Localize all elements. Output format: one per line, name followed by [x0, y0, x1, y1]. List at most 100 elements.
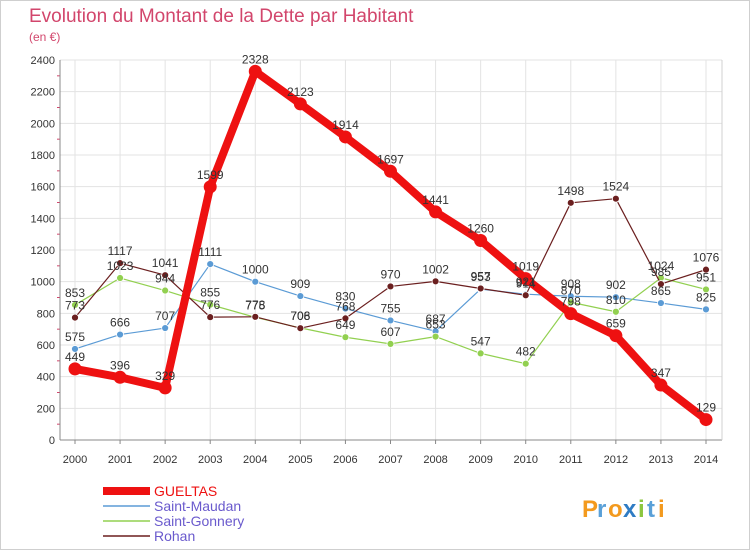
data-label: 1441: [422, 193, 449, 207]
x-tick-label: 2006: [333, 454, 357, 466]
legend-label-rohan: Rohan: [154, 528, 195, 544]
data-point: [296, 324, 305, 333]
data-label: 798: [561, 295, 581, 309]
data-point: [476, 284, 485, 293]
data-label: 547: [471, 334, 491, 348]
data-label: 825: [696, 290, 716, 304]
data-label: 921: [516, 275, 536, 289]
data-point: [296, 292, 305, 300]
data-point: [206, 300, 215, 309]
y-tick-label: 800: [37, 308, 55, 320]
data-label: 773: [65, 299, 85, 313]
data-point: [611, 293, 620, 302]
data-label: 329: [155, 369, 175, 383]
data-label: 985: [651, 265, 671, 279]
data-point: [158, 381, 172, 395]
data-label: 755: [380, 301, 400, 315]
data-label: 2123: [287, 85, 314, 99]
data-label: 914: [516, 276, 536, 290]
data-label: 1524: [603, 180, 630, 194]
data-label: 1117: [108, 244, 133, 258]
data-label: 666: [110, 316, 130, 330]
axes: 0 200 400 600 800 1000 1200 1400 1600 1800 2000 220…: [31, 55, 723, 466]
data-label: 970: [380, 267, 400, 281]
data-label: 1498: [557, 184, 584, 198]
data-point: [654, 378, 668, 392]
data-label: 768: [335, 299, 355, 313]
brand-letter: t: [647, 496, 655, 523]
x-tick-label: 2005: [288, 454, 312, 466]
data-label: 1023: [107, 259, 134, 273]
data-point: [251, 277, 260, 286]
data-label: 129: [696, 401, 716, 415]
data-point: [566, 298, 575, 307]
data-label: 778: [245, 298, 265, 312]
data-label: 449: [65, 350, 85, 364]
data-label: 659: [606, 317, 626, 331]
data-point: [113, 370, 127, 384]
y-tick-label: 600: [37, 340, 55, 352]
data-label: 347: [651, 366, 671, 380]
legend-label-saint-gonnery: Saint-Gonnery: [154, 513, 244, 529]
data-point: [341, 304, 350, 313]
data-label: 706: [290, 309, 310, 323]
data-label: 653: [426, 318, 446, 332]
brand-letter: x: [623, 496, 637, 523]
y-tick-label: 2200: [31, 87, 55, 99]
x-tick-label: 2003: [198, 454, 222, 466]
data-label: 1599: [197, 168, 224, 182]
data-labels: 449 396 329 1599 2328 2123 1914 1697 1441 1260 101…: [65, 52, 720, 414]
x-tick-label: 2008: [423, 454, 447, 466]
brand-letter: i: [658, 496, 665, 523]
x-tick-label: 2007: [378, 454, 402, 466]
data-point: [203, 180, 217, 194]
data-point: [71, 313, 79, 322]
series-lines: [68, 64, 713, 427]
chart-title: Evolution du Montant de la Dette par Hab…: [29, 6, 414, 27]
data-label: 909: [290, 277, 310, 291]
data-point: [341, 314, 350, 323]
x-tick-label: 2001: [108, 454, 132, 466]
data-point: [161, 271, 170, 280]
y-tick-label: 2000: [31, 118, 55, 130]
data-point: [521, 291, 530, 300]
data-label: 810: [606, 293, 626, 307]
y-tick-label: 2400: [31, 55, 55, 67]
data-label: 870: [561, 283, 581, 297]
data-point: [429, 205, 443, 219]
data-label: 853: [65, 286, 85, 300]
data-label: 944: [155, 272, 175, 286]
data-point: [161, 286, 170, 295]
data-point: [702, 265, 710, 274]
data-label: 1024: [648, 259, 675, 273]
brand-letter: i: [638, 496, 645, 523]
data-label: 1111: [198, 245, 222, 259]
data-label: 1002: [422, 262, 449, 276]
data-point: [341, 333, 350, 342]
data-point: [251, 312, 260, 321]
data-point: [609, 329, 623, 343]
data-label: 1914: [332, 118, 359, 132]
data-point: [521, 359, 530, 368]
x-tick-label: 2004: [243, 454, 267, 466]
data-label: 830: [335, 290, 355, 304]
y-tick-label: 1000: [31, 277, 55, 289]
x-tick-label: 2000: [63, 454, 87, 466]
data-point: [611, 307, 620, 316]
data-label: 2328: [242, 52, 269, 66]
y-tick-label: 1400: [31, 213, 55, 225]
brand-letter: o: [608, 496, 623, 523]
x-tick-label: 2013: [649, 454, 673, 466]
x-tick-label: 2002: [153, 454, 177, 466]
y-tick-label: 200: [37, 403, 55, 415]
data-point: [657, 280, 665, 288]
data-label: 953: [471, 270, 491, 284]
data-label: 1076: [693, 251, 720, 265]
y-tick-label: 1200: [31, 245, 55, 257]
data-label: 707: [155, 309, 175, 323]
data-label: 649: [335, 318, 355, 332]
data-label: 1041: [152, 256, 179, 270]
data-label: 902: [606, 278, 626, 292]
data-label: 957: [471, 269, 491, 283]
